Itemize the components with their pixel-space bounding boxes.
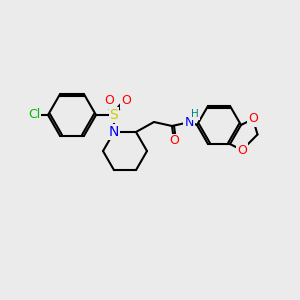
Text: O: O [169,134,179,148]
Text: O: O [104,94,114,107]
Text: Cl: Cl [28,109,40,122]
Text: S: S [110,108,118,122]
Text: N: N [184,116,194,130]
Text: H: H [191,109,199,119]
Text: O: O [121,94,131,107]
Text: N: N [109,125,119,139]
Text: O: O [237,144,247,157]
Text: O: O [248,112,258,125]
